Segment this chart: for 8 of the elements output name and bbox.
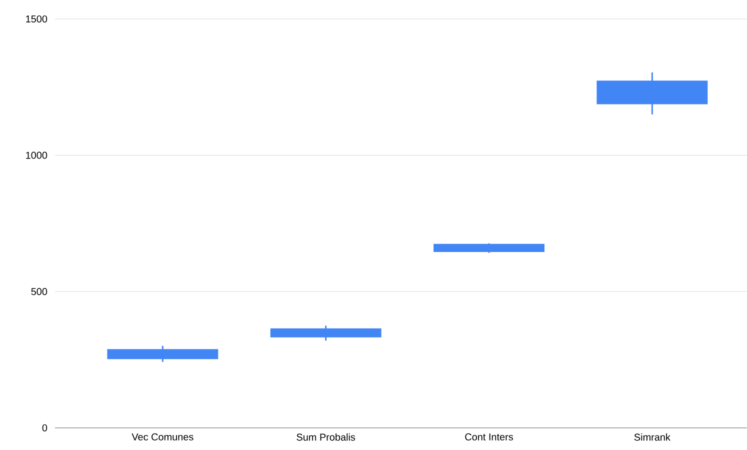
y-tick-label: 0 <box>42 424 48 432</box>
y-tick-label: 500 <box>31 288 48 296</box>
y-tick-label: 1500 <box>26 16 48 23</box>
x-tick-label: Vec Comunes <box>132 433 194 440</box>
x-tick-label: Cont Inters <box>465 433 513 440</box>
y-tick-label: 1000 <box>26 152 48 159</box>
x-tick-label: Simrank <box>634 433 670 441</box>
x-tick-label: Sum Probalis <box>296 433 356 441</box>
